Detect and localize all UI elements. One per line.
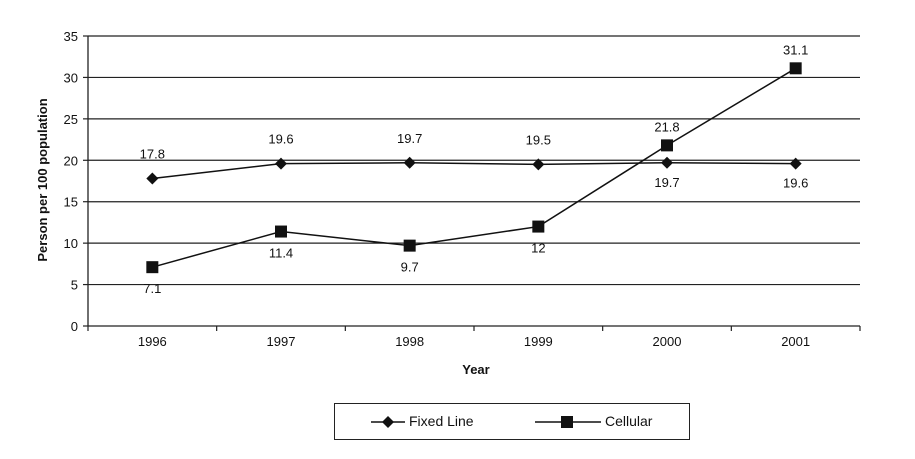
data-label-fixed-line: 19.7 [397,131,422,146]
legend-label-cellular: Cellular [605,413,653,429]
y-tick-label: 20 [64,153,78,168]
x-tick-labels: 1996 1997 1998 1999 2000 2001 [138,334,810,349]
point-fixed-line [789,157,802,170]
legend-label-fixed-line: Fixed Line [409,413,474,429]
y-tick-label: 25 [64,112,78,127]
y-tick-label: 35 [64,29,78,44]
data-label-cellular: 31.1 [783,42,808,57]
point-fixed-line [532,158,545,171]
x-axis-title: Year [462,362,489,377]
point-fixed-line [661,156,673,169]
axes [83,35,861,331]
legend-swatch-fixed-line [371,416,405,428]
data-label-cellular: 7.1 [143,281,161,296]
x-tick-label: 1999 [524,334,553,349]
point-cellular [146,261,159,274]
series-line-cellular [152,67,797,268]
point-cellular [661,139,673,152]
data-labels: 17.8 19.6 19.7 19.5 19.7 19.6 7.1 11.4 9.7 12 21.8… [140,42,809,296]
y-tick-label: 5 [71,278,78,293]
data-label-fixed-line: 19.6 [268,132,293,147]
y-axis-title: Person per 100 population [35,98,50,261]
point-cellular [403,239,416,252]
legend-swatch-cellular [535,416,601,428]
data-label-fixed-line: 19.5 [526,132,551,147]
y-tick-label: 0 [71,319,78,334]
y-tick-label: 10 [64,236,78,251]
point-fixed-line [275,157,287,170]
point-cellular [275,225,287,238]
point-cellular [532,220,545,233]
point-cellular [789,62,802,75]
x-tick-label: 1998 [395,334,424,349]
point-fixed-line [146,172,159,185]
data-label-cellular: 21.8 [654,119,679,134]
series-line-fixed-line [152,162,796,180]
series-lines [152,67,797,268]
point-fixed-line [403,156,416,169]
data-label-fixed-line: 19.7 [654,175,679,190]
data-label-cellular: 11.4 [269,246,293,261]
x-tick-label: 2000 [653,334,682,349]
data-label-cellular: 12 [531,241,545,256]
series-markers [146,62,802,274]
data-label-fixed-line: 17.8 [140,147,165,162]
legend: Fixed Line Cellular [334,403,690,440]
x-tick-label: 2001 [781,334,810,349]
y-tick-label: 30 [64,70,78,85]
data-label-cellular: 9.7 [401,260,419,275]
x-tick-label: 1997 [267,334,296,349]
y-tick-labels: 0 5 10 15 20 25 30 35 [64,29,78,334]
gridlines [88,35,860,286]
data-label-fixed-line: 19.6 [783,176,808,191]
y-tick-label: 15 [64,195,78,210]
x-tick-label: 1996 [138,334,167,349]
